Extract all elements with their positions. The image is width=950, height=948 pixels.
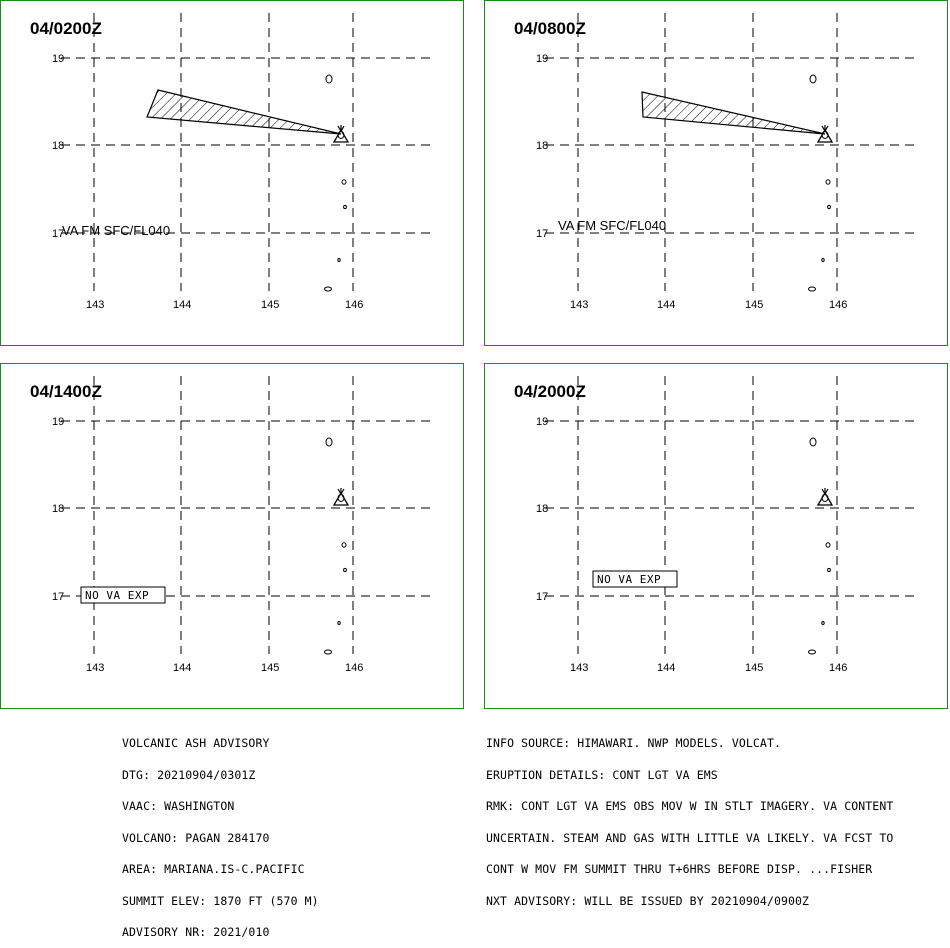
island-outline	[325, 74, 333, 84]
advisory-line: VOLCANO: PAGAN 284170	[122, 830, 270, 845]
map-canvas-4: 19 18 17 143 144 145 146 NO VA EXP	[536, 376, 919, 674]
volcano-spark	[337, 488, 342, 495]
latitude-label: 18	[536, 140, 548, 152]
advisory-line: VOLCANIC ASH ADVISORY	[122, 736, 270, 750]
map-panel-3: 19 18 17 143 144 145 146 NO VA EXP 04/1400Z	[0, 363, 464, 709]
island-outline	[324, 286, 332, 292]
island-outline	[337, 621, 341, 625]
advisory-line: ADVISORY NR: 2021/010	[122, 925, 270, 939]
island-outline	[341, 542, 347, 548]
advisory-line: INFO SOURCE: HIMAWARI. NWP MODELS. VOLCA…	[486, 736, 781, 750]
volcano-icon	[332, 488, 350, 506]
ash-plume-area	[641, 91, 826, 135]
island-outline	[808, 286, 816, 292]
latitude-label: 19	[536, 53, 548, 65]
island-outline	[827, 204, 831, 210]
advisory-right-text: INFO SOURCE: HIMAWARI. NWP MODELS. VOLCA…	[486, 717, 893, 917]
longitude-label: 144	[173, 662, 191, 674]
longitude-label: 144	[657, 299, 675, 311]
longitude-label: 143	[86, 662, 104, 674]
longitude-label: 146	[345, 662, 363, 674]
ash-level-label: VA FM SFC/FL040	[558, 218, 666, 233]
island-outline	[325, 437, 333, 447]
volcano-spark	[821, 488, 826, 495]
island-outline	[337, 258, 341, 262]
map-canvas-3: 19 18 17 143 144 145 146 NO VA EXP	[52, 376, 435, 674]
longitude-label: 143	[86, 299, 104, 311]
longitude-label: 143	[570, 299, 588, 311]
volcano-spark	[340, 488, 345, 495]
island-outline	[809, 437, 817, 447]
island-outline	[825, 542, 831, 548]
latitude-label: 19	[52, 53, 64, 65]
map-panel-4: 19 18 17 143 144 145 146 NO VA EXP 04/2000Z	[484, 363, 948, 709]
no-va-label: NO VA EXP	[85, 589, 149, 602]
advisory-line: SUMMIT ELEV: 1870 FT (570 M)	[122, 893, 319, 908]
longitude-label: 146	[345, 299, 363, 311]
latitude-label: 17	[536, 591, 548, 603]
island-outline	[343, 567, 347, 573]
latitude-label: 17	[52, 228, 64, 240]
island-outline	[809, 74, 817, 84]
no-va-label-box	[80, 586, 166, 604]
island-outline	[343, 204, 347, 210]
advisory-line: RMK: CONT LGT VA EMS OBS MOV W IN STLT I…	[486, 799, 894, 813]
advisory-line: CONT W MOV FM SUMMIT THRU T+6HRS BEFORE …	[486, 862, 873, 876]
island-outline	[341, 179, 347, 185]
volcano-triangle	[816, 128, 834, 143]
volcano-spark	[824, 488, 829, 495]
advisory-line: UNCERTAIN. STEAM AND GAS WITH LITTLE VA …	[486, 830, 894, 845]
longitude-label: 146	[829, 662, 847, 674]
map-canvas-2: 19 18 17 143 144 145 146 VA FM SFC/FL040	[536, 13, 919, 311]
latitude-label: 17	[536, 228, 548, 240]
island-outline	[827, 567, 831, 573]
island-outline	[821, 258, 825, 262]
advisory-line: ERUPTION DETAILS: CONT LGT VA EMS	[486, 767, 718, 782]
map-canvas-1: 19 18 17 143 144 145 146 VA FM SFC/FL040	[52, 13, 435, 311]
longitude-label: 145	[261, 662, 279, 674]
island-outline	[821, 621, 825, 625]
volcano-triangle	[816, 491, 834, 506]
volcano-icon	[816, 488, 834, 506]
volcano-spark	[340, 125, 345, 132]
island-outline	[808, 649, 816, 655]
volcano-spark	[821, 125, 826, 132]
latitude-label: 19	[52, 416, 64, 428]
panel-title: 04/0800Z	[514, 19, 586, 38]
island-outline	[324, 649, 332, 655]
advisory-line: NXT ADVISORY: WILL BE ISSUED BY 20210904…	[486, 893, 810, 908]
latitude-label: 17	[52, 591, 64, 603]
panel-title: 04/1400Z	[30, 382, 102, 401]
latitude-label: 18	[52, 140, 64, 152]
volcano-spark	[824, 125, 829, 132]
no-va-label: NO VA EXP	[597, 573, 661, 586]
latitude-label: 18	[52, 503, 64, 515]
island-outline	[825, 179, 831, 185]
advisory-line: DTG: 20210904/0301Z	[122, 767, 256, 782]
longitude-label: 145	[745, 662, 763, 674]
ash-plume-area	[146, 89, 342, 135]
advisory-line: VAAC: WASHINGTON	[122, 799, 235, 813]
panel-title: 04/0200Z	[30, 19, 102, 38]
volcano-icon	[816, 125, 834, 143]
panel-title: 04/2000Z	[514, 382, 586, 401]
volcano-triangle	[332, 491, 350, 506]
longitude-label: 146	[829, 299, 847, 311]
longitude-label: 143	[570, 662, 588, 674]
no-va-label-box	[592, 570, 678, 588]
map-panel-2: 19 18 17 143 144 145 146 VA FM SFC/FL040 04/080…	[484, 0, 948, 346]
latitude-label: 18	[536, 503, 548, 515]
longitude-label: 144	[657, 662, 675, 674]
longitude-label: 145	[261, 299, 279, 311]
longitude-label: 145	[745, 299, 763, 311]
ash-level-label: VA FM SFC/FL040	[62, 223, 170, 238]
latitude-label: 19	[536, 416, 548, 428]
volcano-spark	[337, 125, 342, 132]
map-panel-1: 19 18 17 143 144 145 146 VA FM SFC/FL040 04/020…	[0, 0, 464, 346]
advisory-left-text: VOLCANIC ASH ADVISORY DTG: 20210904/0301…	[122, 717, 319, 948]
volcano-triangle	[332, 128, 350, 143]
longitude-label: 144	[173, 299, 191, 311]
advisory-line: AREA: MARIANA.IS-C.PACIFIC	[122, 862, 305, 876]
volcano-icon	[332, 125, 350, 143]
